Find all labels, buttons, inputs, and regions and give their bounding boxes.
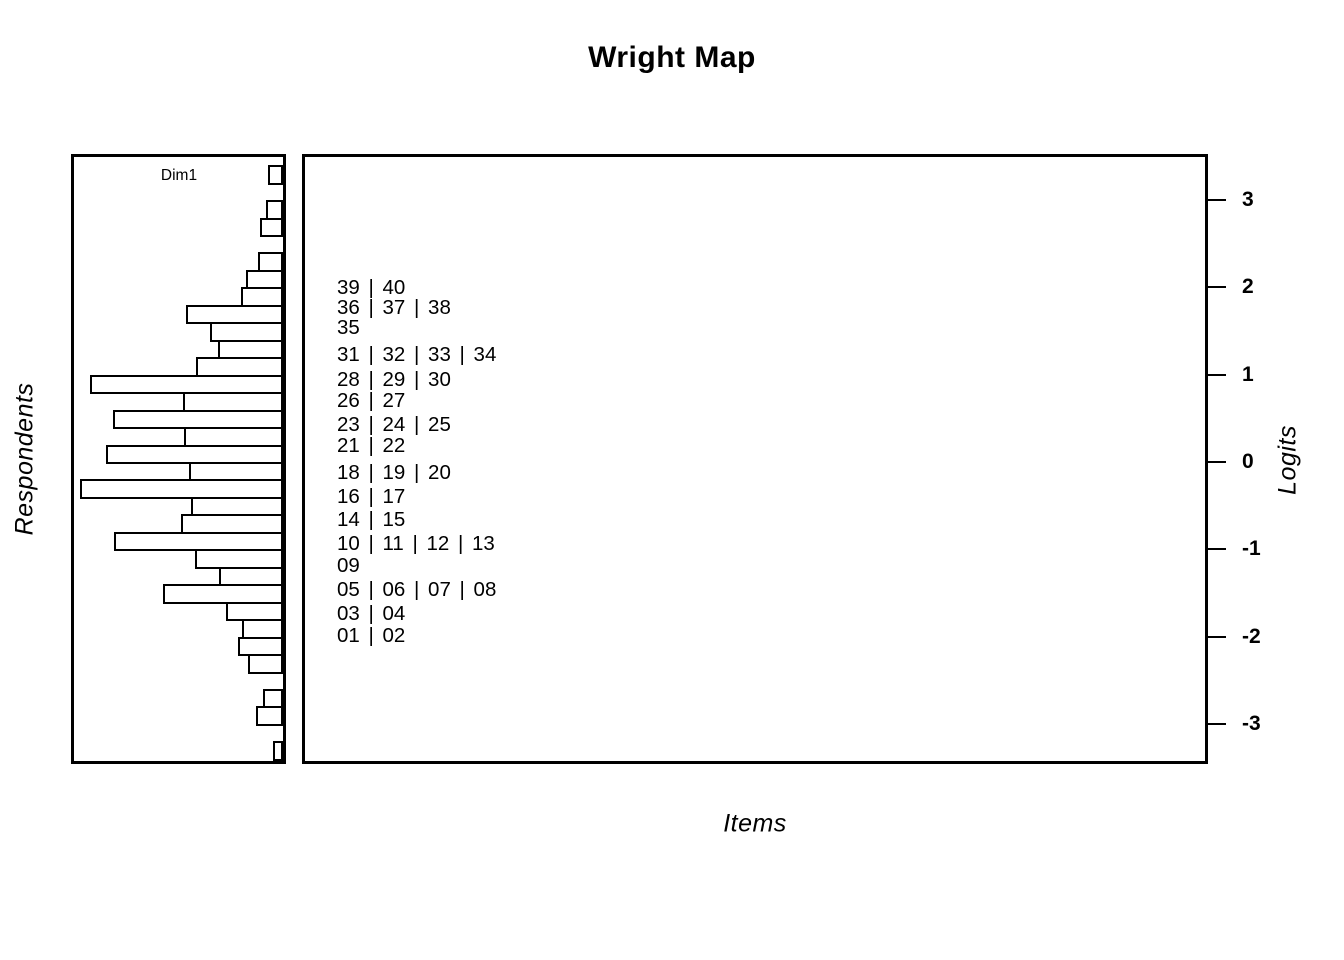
item-row: 28 | 29 | 30: [337, 367, 451, 391]
figure-title: Wright Map: [588, 41, 756, 74]
items-axis-label: Items: [723, 809, 787, 838]
axis-tick: [1206, 373, 1226, 376]
item-row: 14 | 15: [337, 508, 406, 532]
dimension-label: Dim1: [160, 167, 198, 184]
items-panel: [302, 154, 1208, 764]
axis-tick-label: 0: [1242, 450, 1254, 473]
item-row: 23 | 24 | 25: [337, 412, 451, 436]
item-row: 18 | 19 | 20: [337, 460, 451, 484]
axis-tick: [1206, 635, 1226, 638]
item-row: 05 | 06 | 07 | 08: [337, 577, 497, 601]
item-row: 16 | 17: [337, 484, 406, 508]
axis-tick-label: -3: [1242, 711, 1261, 735]
histogram-bar: [80, 479, 283, 499]
item-row: 31 | 32 | 33 | 34: [337, 343, 497, 367]
item-row: 09: [337, 554, 360, 578]
histogram-bar: [267, 165, 283, 185]
axis-tick-label: 3: [1242, 188, 1254, 212]
item-row: 03 | 04: [337, 601, 406, 625]
histogram-bar: [256, 706, 283, 726]
axis-tick: [1206, 722, 1226, 725]
histogram-bar: [248, 654, 283, 674]
logits-axis-label: Logits: [1273, 425, 1302, 495]
axis-tick: [1206, 461, 1226, 463]
item-row: 21 | 22: [337, 433, 406, 457]
item-row: 39 | 40: [337, 275, 406, 299]
histogram-bar: [163, 584, 283, 604]
item-row: 26 | 27: [337, 389, 406, 413]
axis-tick-label: -1: [1242, 537, 1261, 561]
axis-tick-label: 1: [1242, 362, 1254, 386]
axis-tick: [1206, 199, 1226, 202]
item-row: 10 | 11 | 12 | 13: [337, 531, 495, 555]
axis-tick: [1206, 286, 1226, 289]
histogram-bar: [273, 741, 283, 761]
item-row: 01 | 02: [337, 624, 406, 648]
item-row: 35: [337, 316, 360, 340]
histogram-bar: [260, 217, 283, 237]
respondents-axis-label: Respondents: [10, 382, 39, 536]
axis-tick-label: 2: [1242, 275, 1254, 299]
axis-tick-label: -2: [1242, 624, 1261, 648]
item-row: 36 | 37 | 38: [337, 295, 451, 319]
axis-tick: [1206, 548, 1226, 551]
